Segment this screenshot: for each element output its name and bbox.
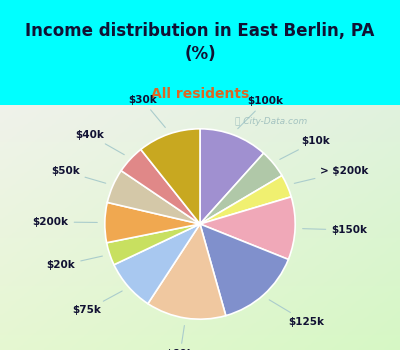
Wedge shape [200,224,288,316]
Wedge shape [200,153,282,224]
Wedge shape [200,197,295,259]
Text: All residents: All residents [151,87,249,101]
Text: Income distribution in East Berlin, PA
(%): Income distribution in East Berlin, PA (… [25,22,375,63]
Wedge shape [148,224,226,319]
Text: $150k: $150k [303,225,367,235]
Text: $10k: $10k [280,136,330,159]
Wedge shape [200,176,291,224]
Wedge shape [200,129,264,224]
Wedge shape [121,149,200,224]
Text: $125k: $125k [269,300,324,327]
Wedge shape [114,224,200,304]
Wedge shape [107,224,200,265]
Text: > $200k: > $200k [294,166,369,183]
Text: $100k: $100k [238,96,283,129]
Text: $20k: $20k [46,256,102,270]
Wedge shape [107,171,200,224]
Text: $50k: $50k [51,166,106,183]
Text: $30k: $30k [128,95,165,127]
Text: $75k: $75k [72,291,122,315]
Text: $60k: $60k [166,326,194,350]
Text: $200k: $200k [33,217,97,227]
Text: ⓘ City-Data.com: ⓘ City-Data.com [235,117,308,126]
Wedge shape [141,129,200,224]
Text: $40k: $40k [75,130,124,155]
Wedge shape [105,202,200,243]
